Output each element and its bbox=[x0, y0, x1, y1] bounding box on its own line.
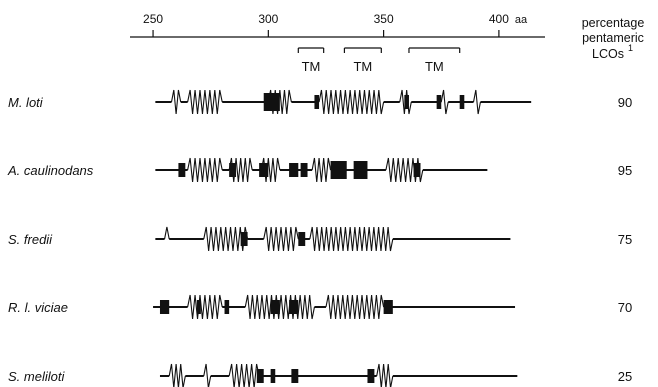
helix-segment bbox=[187, 294, 223, 320]
row-label: S. meliloti bbox=[8, 369, 65, 384]
helix-gap bbox=[261, 168, 280, 172]
helix-segment bbox=[164, 226, 170, 240]
conserved-block bbox=[291, 369, 299, 383]
helix-segment bbox=[263, 226, 299, 252]
helix-gap bbox=[187, 168, 223, 172]
row-r-l-viciae: R. l. viciae 70 bbox=[8, 294, 632, 320]
helix-segment bbox=[187, 157, 223, 183]
conserved-block bbox=[300, 163, 308, 177]
conserved-block bbox=[367, 369, 375, 383]
header-line-3: LCOs bbox=[592, 47, 624, 61]
row-percentage: 70 bbox=[618, 300, 632, 315]
conserved-block bbox=[289, 163, 299, 177]
conserved-block bbox=[383, 300, 393, 314]
helix-gap bbox=[203, 237, 248, 241]
row-label: M. loti bbox=[8, 95, 44, 110]
sequence-track bbox=[155, 226, 511, 252]
axis-tick-label: 350 bbox=[374, 12, 394, 26]
row-percentage: 95 bbox=[618, 163, 632, 178]
conserved-block bbox=[298, 232, 306, 246]
helix-gap bbox=[171, 100, 181, 104]
helix-segment bbox=[311, 157, 332, 183]
helix-segment bbox=[170, 89, 182, 115]
header-line-2: pentameric bbox=[582, 31, 644, 45]
helix-segment bbox=[325, 294, 385, 320]
axis-tick-label: 300 bbox=[258, 12, 278, 26]
helix-segment bbox=[440, 89, 449, 115]
helix-segment bbox=[203, 226, 249, 252]
helix-gap bbox=[312, 168, 331, 172]
row-label: R. l. viciae bbox=[8, 300, 68, 315]
conserved-block bbox=[196, 300, 201, 314]
conserved-block bbox=[224, 300, 230, 314]
helix-gap bbox=[187, 100, 223, 104]
conserved-block bbox=[353, 161, 368, 179]
conserved-block bbox=[240, 232, 248, 246]
row-label: A. caulinodans bbox=[7, 163, 94, 178]
conserved-block bbox=[159, 300, 170, 314]
helix-gap bbox=[325, 305, 384, 309]
helix-gap bbox=[263, 237, 299, 241]
sequence-track bbox=[155, 157, 488, 183]
sequence-track bbox=[153, 294, 516, 320]
helix-gap bbox=[164, 237, 170, 241]
sequence-track bbox=[159, 363, 518, 387]
tm-label: TM bbox=[353, 59, 372, 74]
row-s-fredii: S. fredii 75 bbox=[8, 226, 632, 252]
conserved-block bbox=[459, 95, 465, 109]
percentage-header: percentage pentameric LCOs 1 bbox=[582, 16, 645, 61]
row-label: S. fredii bbox=[8, 232, 53, 247]
header-line-1: percentage bbox=[582, 16, 645, 30]
row-percentage: 75 bbox=[618, 232, 632, 247]
conserved-block bbox=[270, 369, 276, 383]
axis-unit-label: aa bbox=[515, 14, 528, 26]
conserved-block bbox=[259, 163, 269, 177]
helix-segment bbox=[318, 89, 385, 115]
conserved-block bbox=[289, 300, 299, 314]
row-percentage: 90 bbox=[618, 95, 632, 110]
helix-segment bbox=[309, 226, 394, 252]
helix-segment bbox=[472, 89, 481, 115]
conserved-block bbox=[229, 163, 237, 177]
axis-tick-label: 250 bbox=[143, 12, 163, 26]
row-percentage: 25 bbox=[618, 369, 632, 384]
conserved-block bbox=[413, 163, 421, 177]
helix-segment bbox=[168, 363, 186, 387]
helix-segment bbox=[187, 89, 223, 115]
row-s-meliloti: S. meliloti 25 bbox=[8, 363, 632, 387]
header-footnote-marker: 1 bbox=[628, 43, 633, 53]
sequence-rows: M. loti 90 A. caulinodans 95 S. fredii 7… bbox=[7, 89, 632, 387]
conserved-block bbox=[404, 95, 409, 109]
tm-label: TM bbox=[425, 59, 444, 74]
conserved-block bbox=[263, 93, 280, 111]
helix-gap bbox=[229, 168, 253, 172]
conserved-block bbox=[314, 95, 320, 109]
sequence-track bbox=[155, 89, 532, 115]
row-a-caulinodans: A. caulinodans 95 bbox=[7, 157, 632, 183]
tm-label: TM bbox=[302, 59, 321, 74]
row-m-loti: M. loti 90 bbox=[8, 89, 632, 115]
amino-acid-axis: 250 300 350 400 aa bbox=[130, 12, 545, 38]
conserved-block bbox=[256, 369, 264, 383]
axis-tick-label: 400 bbox=[489, 12, 509, 26]
helix-gap bbox=[229, 374, 260, 378]
helix-segment bbox=[203, 363, 212, 387]
tm-markers: TM TM TM bbox=[297, 47, 461, 74]
conserved-block bbox=[436, 95, 442, 109]
helix-gap bbox=[187, 305, 223, 309]
conserved-block bbox=[270, 300, 280, 314]
conserved-block bbox=[330, 161, 347, 179]
conserved-block bbox=[178, 163, 186, 177]
helix-segment bbox=[376, 363, 394, 387]
